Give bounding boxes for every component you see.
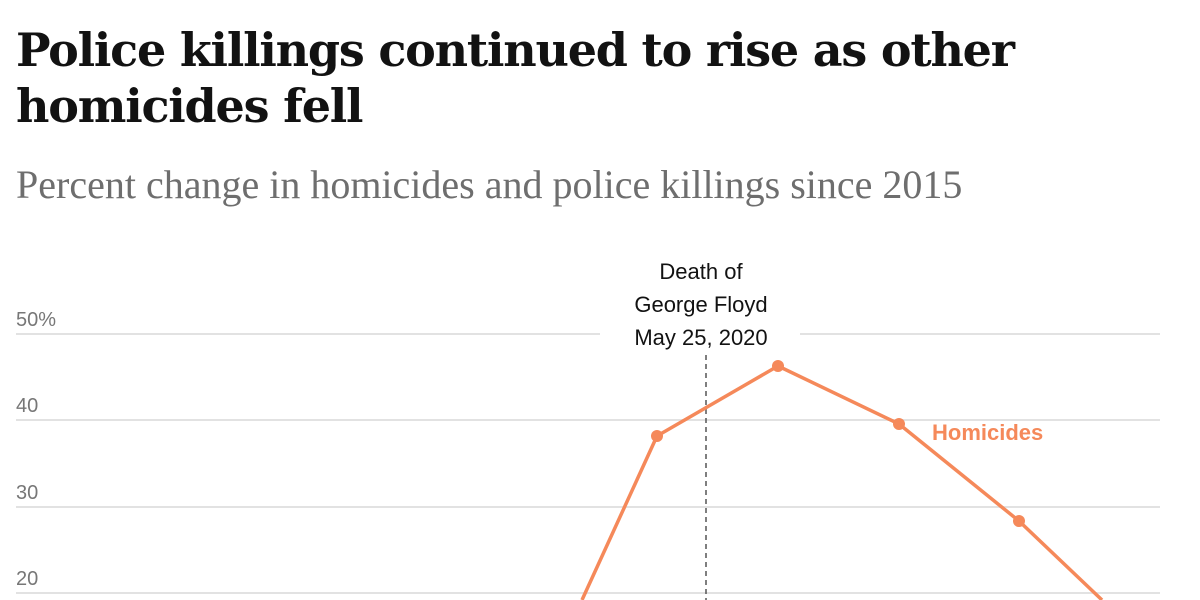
gridlines	[16, 333, 1160, 594]
y-tick-20: 20	[16, 568, 38, 590]
data-point[interactable]	[1013, 515, 1025, 527]
chart-title: Police killings continued to rise as oth…	[16, 23, 1015, 133]
y-tick-30: 30	[16, 482, 38, 504]
annotation-line-1: Death of	[659, 259, 743, 284]
chart-subtitle: Percent change in homicides and police k…	[16, 162, 963, 207]
homicides-line	[580, 364, 1104, 600]
data-point[interactable]	[893, 418, 905, 430]
y-tick-50: 50%	[16, 309, 56, 331]
annotation-line-2: George Floyd	[634, 292, 767, 317]
homicides-label: Homicides	[932, 420, 1043, 445]
annotation-line-3: May 25, 2020	[634, 325, 767, 350]
y-tick-40: 40	[16, 395, 38, 417]
data-point[interactable]	[651, 430, 663, 442]
homicides-points	[651, 360, 1025, 527]
data-point[interactable]	[772, 360, 784, 372]
